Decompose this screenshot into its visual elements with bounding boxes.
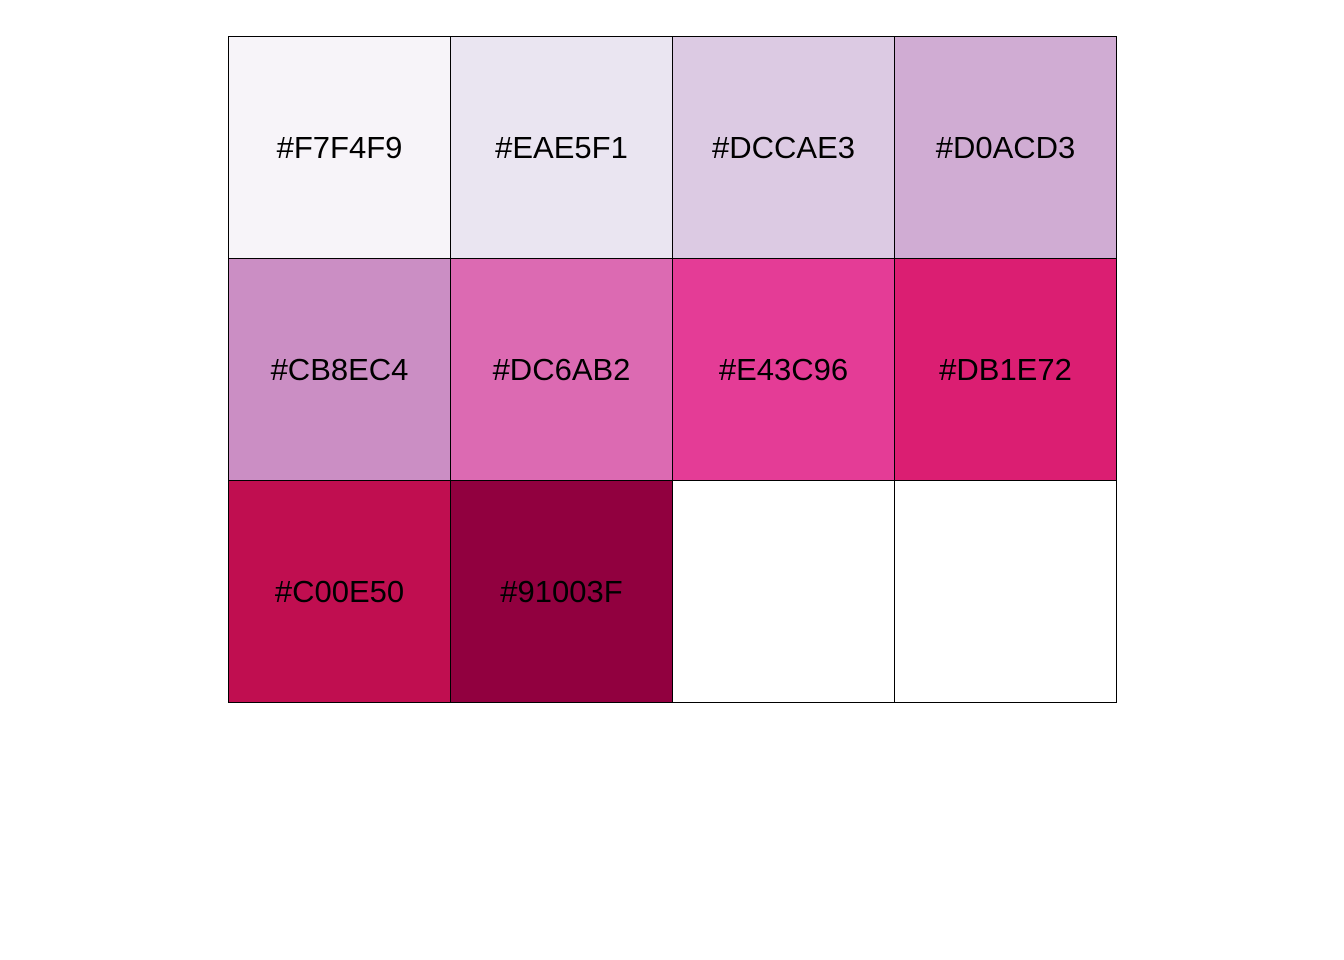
swatch-hex-label: #CB8EC4 — [270, 351, 409, 387]
color-swatch: #DC6AB2 — [450, 258, 672, 480]
color-swatch: #F7F4F9 — [228, 36, 450, 258]
swatch-hex-label: #D0ACD3 — [935, 129, 1076, 165]
swatch-hex-label: #91003F — [500, 573, 623, 609]
empty-swatch — [894, 480, 1116, 702]
color-swatch: #91003F — [450, 480, 672, 702]
color-swatch: #EAE5F1 — [450, 36, 672, 258]
empty-swatch — [672, 480, 894, 702]
color-swatch: #DB1E72 — [894, 258, 1116, 480]
swatch-hex-label: #E43C96 — [718, 351, 849, 387]
swatch-hex-label: #DCCAE3 — [712, 129, 855, 165]
color-swatch-grid: #F7F4F9 #EAE5F1 #DCCAE3 #D0ACD3 #CB8EC4 #DC6A… — [228, 36, 1117, 703]
swatch-hex-label: #C00E50 — [274, 573, 405, 609]
color-swatch: #CB8EC4 — [228, 258, 450, 480]
swatch-hex-label: #F7F4F9 — [276, 129, 403, 165]
color-swatch: #DCCAE3 — [672, 36, 894, 258]
color-swatch: #E43C96 — [672, 258, 894, 480]
swatch-hex-label: #DC6AB2 — [492, 351, 631, 387]
color-swatch: #C00E50 — [228, 480, 450, 702]
color-swatch: #D0ACD3 — [894, 36, 1116, 258]
swatch-hex-label: #EAE5F1 — [495, 129, 628, 165]
swatch-hex-label: #DB1E72 — [939, 351, 1072, 387]
